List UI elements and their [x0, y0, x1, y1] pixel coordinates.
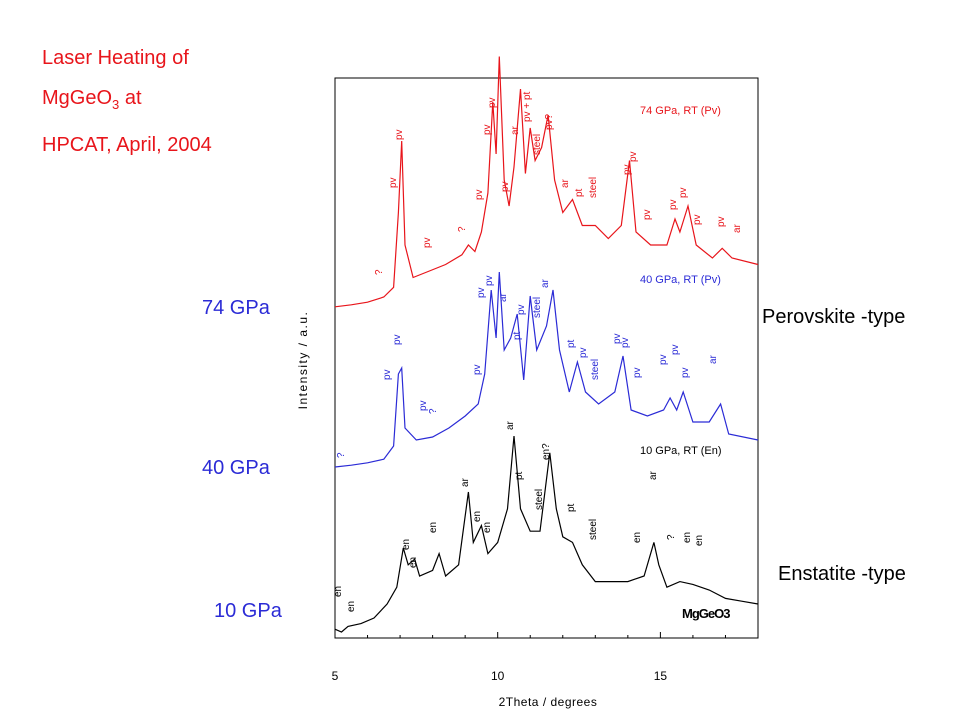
- traces: [334, 56, 759, 633]
- peak-label: pt: [574, 188, 585, 197]
- peak-label: pv + pt: [522, 91, 533, 122]
- peak-label: pv?: [544, 113, 555, 130]
- peak-label: pv: [692, 214, 703, 225]
- peak-label: steel: [588, 177, 599, 198]
- peak-label: en: [401, 539, 412, 550]
- peak-label: pv: [628, 151, 639, 162]
- title-line-1: Laser Heating of: [42, 47, 189, 69]
- peak-label: steel: [534, 489, 545, 510]
- peak-label: pv: [487, 97, 498, 108]
- peak-label: en: [682, 532, 693, 543]
- x-tick-label: 10: [491, 669, 505, 683]
- series-legend: 10 GPa, RT (En): [640, 445, 722, 457]
- peak-label: ar: [708, 354, 719, 364]
- peak-label: en?: [541, 443, 552, 460]
- peak-label: pv: [392, 334, 403, 345]
- peak-label: pv: [578, 347, 589, 358]
- peak-label: ?: [428, 408, 439, 414]
- peak-label: pv: [678, 187, 689, 198]
- peak-label: en: [632, 532, 643, 543]
- peak-label: en: [472, 511, 483, 522]
- peak-label: ?: [457, 226, 468, 232]
- peak-label: pv: [382, 369, 393, 380]
- peak-label: pv: [632, 367, 643, 378]
- series-legend: 74 GPa, RT (Pv): [640, 105, 721, 117]
- peak-label: pt: [514, 471, 525, 480]
- x-axis-ticks: 5 10 15: [332, 632, 726, 683]
- peak-label: pt: [566, 503, 577, 512]
- peak-label: pv: [482, 124, 493, 135]
- peak-label: pv: [476, 287, 487, 298]
- peak-label: ?: [374, 269, 385, 275]
- sample-label: MgGeO3: [682, 606, 730, 621]
- x-tick-label: 15: [654, 669, 668, 683]
- peak-label: steel: [588, 519, 599, 540]
- pressure-label-10: 10 GPa: [214, 600, 282, 622]
- peak-label: en: [428, 522, 439, 533]
- series-legends: 74 GPa, RT (Pv) 40 GPa, RT (Pv) 10 GPa, RT…: [640, 105, 722, 457]
- x-axis-label: 2Theta / degrees: [499, 695, 598, 709]
- peak-label: pv: [622, 164, 633, 175]
- peak-label: pv: [394, 129, 405, 140]
- peak-label: pv: [484, 275, 495, 286]
- peak-label: pv: [658, 354, 669, 365]
- plot-frame: [334, 77, 759, 639]
- peak-label: steel: [532, 297, 543, 318]
- peak-label: ar: [510, 125, 521, 135]
- trace-line: [334, 271, 759, 468]
- peak-label: pv: [716, 216, 727, 227]
- phase-label-perovskite: Perovskite -type: [762, 306, 906, 328]
- title-line-3: HPCAT, April, 2004: [42, 134, 212, 156]
- trace-line: [334, 56, 759, 308]
- peak-label: en: [346, 601, 357, 612]
- peak-label: ar: [648, 470, 659, 480]
- slide-title: Laser Heating of MgGeO3 at HPCAT, April,…: [42, 38, 212, 165]
- peak-label: pv: [642, 209, 653, 220]
- trace-line: [334, 435, 759, 633]
- peak-label: steel: [590, 359, 601, 380]
- peak-label: pt: [512, 331, 523, 340]
- peak-label: en: [333, 586, 344, 597]
- x-tick-label: 5: [332, 669, 339, 683]
- series-legend: 40 GPa, RT (Pv): [640, 274, 721, 286]
- peak-label: pv: [472, 364, 483, 375]
- peak-label: pv: [670, 344, 681, 355]
- peak-label: pv: [422, 237, 433, 248]
- title-line-2: MgGeO3 at: [42, 87, 142, 112]
- peak-label: pv: [620, 337, 631, 348]
- peak-label: ?: [336, 452, 347, 458]
- peak-label: pv: [418, 400, 429, 411]
- peak-label: ar: [460, 477, 471, 487]
- peak-label: ?: [666, 534, 677, 540]
- peak-label: pt: [566, 339, 577, 348]
- peak-label: en: [408, 557, 419, 568]
- peak-label: ar: [498, 292, 509, 302]
- peak-label: pv: [500, 181, 511, 192]
- peak-label: ar: [732, 223, 743, 233]
- peak-label: ar: [560, 178, 571, 188]
- peak-label: en: [482, 522, 493, 533]
- phase-label-enstatite: Enstatite -type: [778, 563, 906, 585]
- peak-label: ar: [540, 278, 551, 288]
- pressure-label-74: 74 GPa: [202, 297, 270, 319]
- peak-label: steel: [532, 134, 543, 155]
- pressure-label-40: 40 GPa: [202, 457, 270, 479]
- peak-label: pv: [612, 333, 623, 344]
- peak-label: pv: [516, 304, 527, 315]
- peak-label: pv: [680, 367, 691, 378]
- peak-label: pv: [668, 199, 679, 210]
- peak-label: en: [694, 535, 705, 546]
- y-axis-label: Intensity / a.u.: [296, 311, 310, 410]
- peak-label: ar: [505, 420, 516, 430]
- peak-label: pv: [388, 177, 399, 188]
- peak-label: pv: [474, 189, 485, 200]
